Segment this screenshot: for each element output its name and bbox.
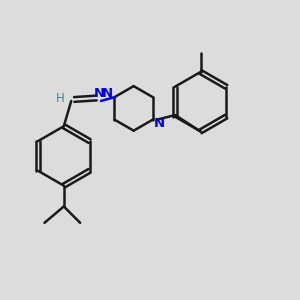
Text: N: N (153, 117, 164, 130)
Text: N: N (102, 87, 113, 100)
Text: N: N (94, 87, 105, 100)
Text: H: H (56, 92, 64, 105)
